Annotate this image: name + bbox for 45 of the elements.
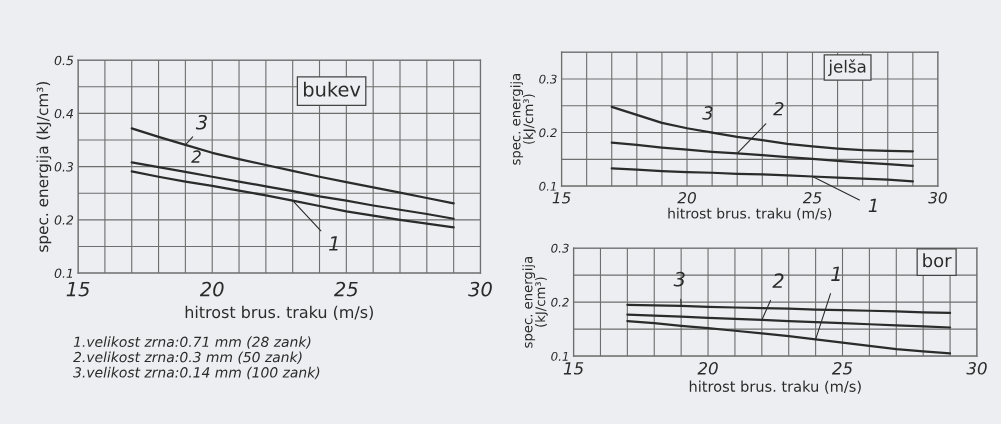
series-label: 3: [673, 271, 685, 287]
text: 1: [831, 266, 840, 281]
y-tick-label: 0.1: [539, 181, 556, 191]
x-axis-title: hitrost brus. traku (m/s): [185, 305, 373, 321]
x-tick-label: 20: [677, 191, 696, 204]
chart-title: jelša: [828, 59, 866, 76]
series-label: 3: [195, 114, 207, 130]
y-tick-label: 0.3: [54, 162, 74, 172]
text: 1.velikost zrna:0.71 mm (28 zank): [73, 336, 311, 349]
x-tick-label: 30: [468, 281, 492, 297]
y-axis-title: spec. energija (kJ/cm³): [36, 82, 52, 252]
x-axis-title: hitrost brus. traku (m/s): [668, 207, 832, 221]
text: bukev: [304, 81, 361, 97]
text: 2: [773, 101, 784, 116]
series-label: 1: [868, 198, 877, 213]
line-series: [130, 161, 455, 220]
series-label: 3: [702, 106, 713, 120]
x-tick-label: 25: [334, 281, 358, 297]
y-tick-label: 0.2: [551, 297, 569, 307]
y-tick-label: 0.2: [539, 128, 557, 138]
x-tick-label: 20: [199, 281, 224, 297]
text: 3.velikost zrna:0.14 mm (100 zank): [73, 366, 320, 380]
text: 2.velikost zrna:0.3 mm (50 zank): [73, 351, 302, 364]
x-tick-label: 15: [552, 192, 571, 204]
y-axis-title: spec. energija (kJ/cm³): [510, 74, 536, 165]
y-tick-label: 0.2: [54, 215, 74, 225]
y-tick-label: 0.4: [54, 108, 74, 119]
x-tick-label: 30: [928, 191, 947, 204]
y-tick-label: 0.3: [539, 74, 557, 84]
line-series: [130, 170, 455, 229]
x-tick-label: 30: [966, 362, 987, 375]
chart-title: bor: [923, 253, 952, 268]
x-tick-label: 15: [563, 362, 584, 375]
x-axis-title: hitrost brus. traku (m/s): [689, 380, 861, 394]
x-tick-label: 25: [802, 191, 822, 204]
y-tick-label: 0.1: [54, 268, 73, 278]
x-tick-label: 15: [66, 281, 90, 297]
y-tick-label: 0.1: [551, 351, 568, 361]
x-tick-label: 25: [831, 362, 853, 375]
x-tick-label: 20: [697, 362, 718, 375]
y-tick-label: 0.3: [551, 243, 569, 253]
legend-label: 2: [191, 150, 201, 163]
y-tick-label: 0.5: [54, 55, 74, 66]
y-axis-title: spec. energija (kJ/cm³): [522, 257, 548, 348]
series-label: 2: [772, 273, 784, 288]
